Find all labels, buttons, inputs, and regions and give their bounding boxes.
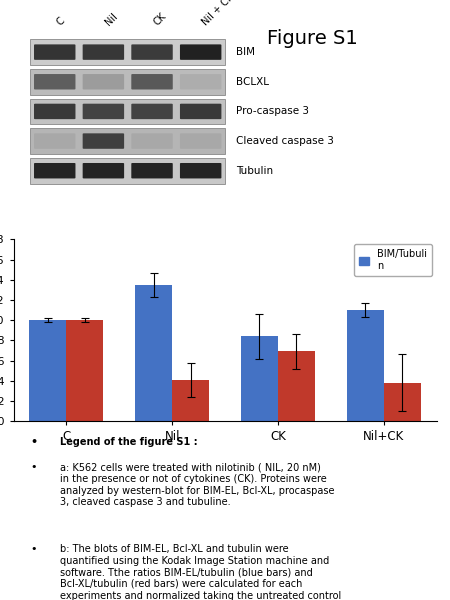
FancyBboxPatch shape [34,44,76,60]
Text: Nil + CK: Nil + CK [201,0,236,27]
FancyBboxPatch shape [83,133,124,149]
Bar [31,39,225,65]
FancyBboxPatch shape [131,163,173,178]
Text: BCLXL: BCLXL [236,77,269,87]
Text: Cleaved caspase 3: Cleaved caspase 3 [236,136,333,146]
FancyBboxPatch shape [131,44,173,60]
Text: •: • [31,544,37,554]
FancyBboxPatch shape [83,163,124,178]
Text: Legend of the figure S1 :: Legend of the figure S1 : [60,437,198,447]
FancyBboxPatch shape [34,74,76,89]
Bar [383,383,421,421]
Text: •: • [31,463,37,472]
Text: Figure S1: Figure S1 [267,29,358,49]
Bar [31,158,225,184]
FancyBboxPatch shape [131,133,173,149]
Bar [241,337,278,421]
FancyBboxPatch shape [180,74,221,89]
Bar [135,285,172,421]
Text: b: The blots of BIM-EL, Bcl-XL and tubulin were
quantified using the Kodak Image: b: The blots of BIM-EL, Bcl-XL and tubul… [60,544,341,600]
Text: BIM: BIM [236,47,255,57]
FancyBboxPatch shape [83,44,124,60]
FancyBboxPatch shape [131,104,173,119]
Bar [346,310,383,421]
Text: CK: CK [152,11,168,27]
Text: Nil: Nil [104,11,120,27]
FancyBboxPatch shape [83,104,124,119]
Text: •: • [31,437,37,447]
FancyBboxPatch shape [34,133,76,149]
Bar [31,98,225,124]
Text: Tubulin: Tubulin [236,166,273,176]
Bar [29,320,67,421]
FancyBboxPatch shape [34,163,76,178]
Bar [31,128,225,154]
Text: Pro-caspase 3: Pro-caspase 3 [236,106,309,116]
Text: a: K562 cells were treated with nilotinib ( NIL, 20 nM)
in the presence or not o: a: K562 cells were treated with nilotini… [60,463,334,507]
FancyBboxPatch shape [180,133,221,149]
Bar [172,380,209,421]
FancyBboxPatch shape [83,74,124,89]
Legend: BIM/Tubuli
n: BIM/Tubuli n [355,244,432,275]
Bar [67,320,104,421]
Bar [278,352,315,421]
FancyBboxPatch shape [180,163,221,178]
Text: C: C [55,16,67,27]
FancyBboxPatch shape [180,44,221,60]
Bar [31,69,225,95]
FancyBboxPatch shape [34,104,76,119]
FancyBboxPatch shape [180,104,221,119]
FancyBboxPatch shape [131,74,173,89]
